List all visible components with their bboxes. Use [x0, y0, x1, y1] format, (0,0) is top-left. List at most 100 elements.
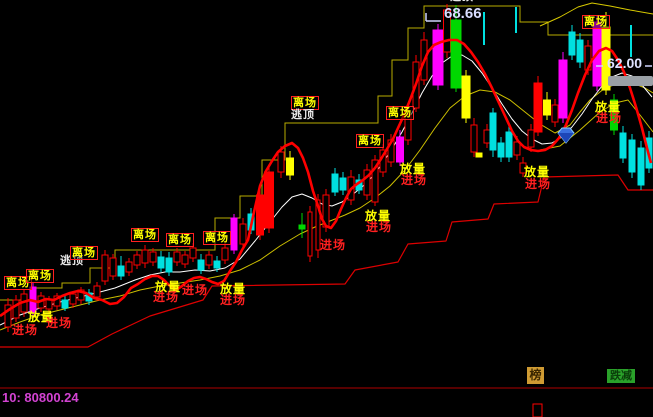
candle-body [483, 129, 491, 144]
candle-body [461, 75, 471, 119]
candle-body [489, 112, 497, 151]
candle-body [404, 114, 412, 141]
candle-body [543, 99, 551, 116]
signal-exit-label: 离场 [356, 134, 384, 148]
candle-body [558, 59, 568, 119]
signal-exit-label: 离场 [386, 106, 414, 120]
scrollbar-thumb[interactable] [608, 76, 653, 86]
signal-exit-label: 离场 [291, 96, 319, 110]
candle-body [363, 169, 371, 196]
signal-volume-label: 放量 [524, 165, 551, 179]
candle-body [213, 260, 221, 269]
signal-volume-label: 放量 [220, 282, 247, 296]
candle-body [93, 285, 101, 298]
candle-body [149, 251, 157, 263]
signal-enter-label: 进场 [46, 316, 73, 330]
candle-body [601, 26, 611, 91]
candle-body [256, 194, 264, 236]
candle-body [157, 256, 165, 269]
candle-body [551, 104, 559, 123]
signal-exit-label: 离场 [26, 269, 54, 283]
candle-body [230, 217, 238, 251]
candle-body [101, 254, 109, 282]
signal-exit-label: 离场 [582, 15, 610, 29]
candle-body [339, 177, 347, 191]
candle-body [286, 157, 294, 176]
candle-body [450, 19, 462, 89]
candle-body [533, 82, 543, 133]
candle-body [519, 162, 527, 174]
candle-body [197, 259, 205, 271]
candle-body [4, 304, 12, 328]
candle-body [497, 142, 505, 158]
candle-body [527, 129, 535, 148]
signal-enter-label: 进场 [525, 177, 552, 191]
candle-body [576, 39, 584, 63]
signal-volume-label: 放量 [595, 100, 622, 114]
signal-exit-label: 离场 [4, 276, 32, 290]
candle-body [637, 147, 645, 186]
signal-enter-label: 进场 [596, 111, 623, 125]
rank-button[interactable]: 榜 [527, 367, 544, 384]
candle-body [307, 211, 313, 257]
current-price-label: 62.00 [607, 55, 643, 71]
candle-body [298, 224, 306, 230]
signal-enter-label: 进场 [320, 238, 347, 252]
candle-body [619, 132, 627, 159]
signal-volume-label: 放量 [28, 310, 55, 324]
decline-button[interactable]: 跌减 [607, 369, 635, 383]
signal-volume-label: 放量 [400, 162, 427, 176]
volume-readout: 10: 80800.24 [2, 390, 79, 405]
candle-body [133, 254, 141, 266]
signal-escape-top-label: 逃顶 [291, 109, 315, 121]
candle-body [568, 31, 576, 56]
candle-body [277, 151, 285, 173]
candle-body [610, 99, 618, 131]
candle-body [475, 152, 483, 158]
candle-body [470, 124, 478, 153]
candle-body [505, 131, 513, 158]
candle-body [315, 199, 321, 251]
candle-body [432, 29, 444, 86]
main-red-line [0, 38, 653, 318]
signal-enter-label: 进场 [182, 283, 209, 297]
candle-body [331, 173, 339, 193]
signal-enter-label: 进场 [12, 323, 39, 337]
candle-body [264, 171, 274, 229]
diamond-icon-facet [558, 133, 574, 143]
signal-escape-top-label: 逃顶 [60, 255, 84, 267]
candle-body [117, 265, 125, 277]
signal-exit-label: 离场 [131, 228, 159, 242]
candle-body [181, 254, 189, 265]
candle-body [109, 257, 117, 277]
signal-volume-label: 放量 [155, 280, 182, 294]
signal-exit-label: 离场 [166, 233, 194, 247]
candle-body [173, 251, 181, 263]
peak-price-label: 68.66 [444, 5, 482, 22]
candle-body [12, 299, 20, 319]
signal-escape-top-label: 逃顶 [450, 0, 474, 3]
candle-body [69, 293, 77, 305]
candle-body [628, 139, 636, 173]
candle-body [239, 223, 247, 245]
candle-body [61, 299, 69, 309]
candle-body [141, 249, 149, 264]
signal-volume-label: 放量 [365, 209, 392, 223]
candle-body [77, 289, 85, 301]
signal-exit-label: 离场 [203, 231, 231, 245]
candle-body [189, 247, 197, 259]
candle-body [221, 247, 229, 261]
candle-body [125, 261, 133, 273]
signal-enter-label: 进场 [153, 290, 180, 304]
signal-enter-label: 进场 [366, 220, 393, 234]
candle-body [205, 254, 213, 266]
signal-enter-label: 进场 [220, 293, 247, 307]
candle-body [396, 136, 404, 163]
signal-exit-label: 离场 [70, 246, 98, 260]
support-step-line [0, 174, 653, 348]
candle-body [513, 141, 521, 156]
channel-top-line [539, 2, 653, 27]
volume-bar [532, 403, 543, 417]
